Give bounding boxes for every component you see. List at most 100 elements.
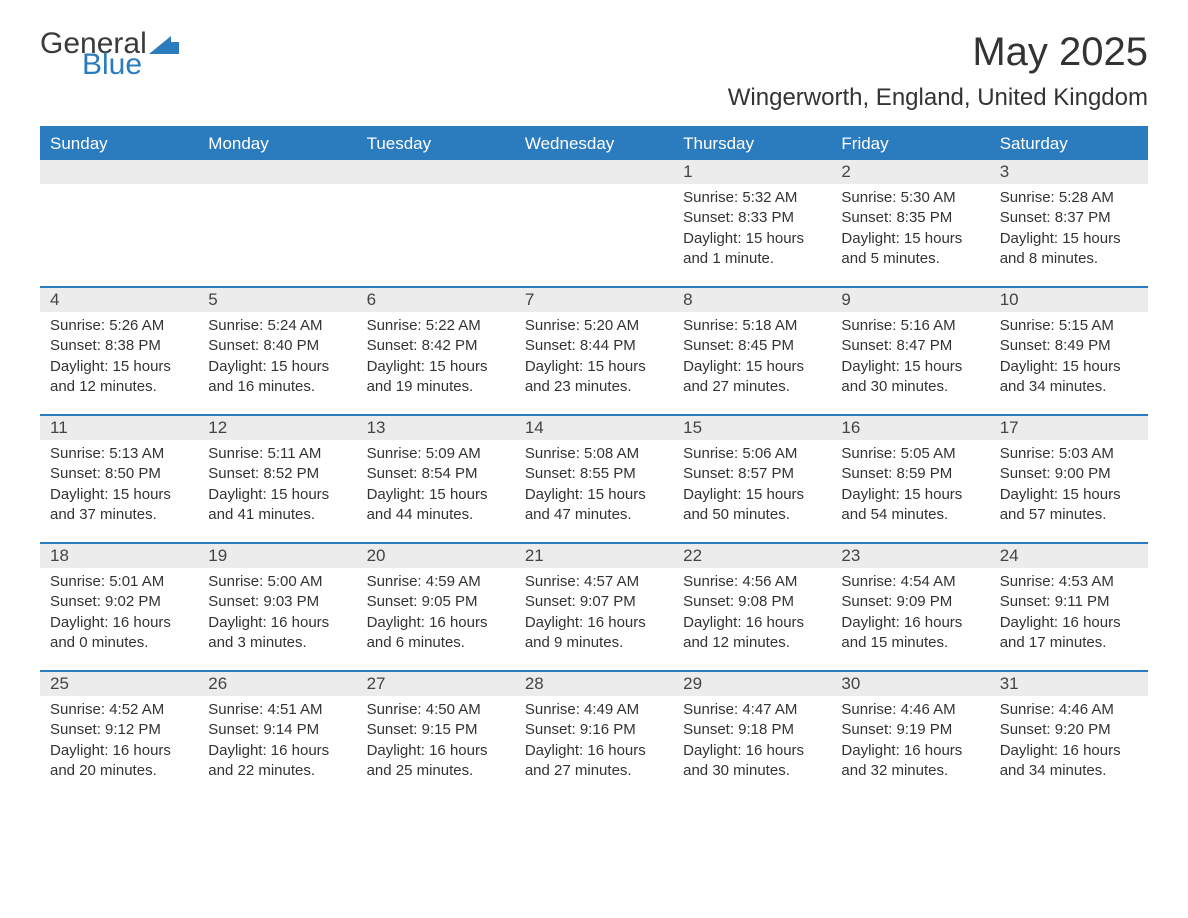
daylight-text: Daylight: 15 hours and 19 minutes. bbox=[367, 357, 505, 398]
day-details: Sunrise: 5:03 AMSunset: 9:00 PMDaylight:… bbox=[990, 440, 1148, 525]
day-number: 16 bbox=[831, 416, 989, 440]
daylight-text: Daylight: 15 hours and 27 minutes. bbox=[683, 357, 821, 398]
sunset-text: Sunset: 8:59 PM bbox=[841, 464, 979, 484]
daylight-text: Daylight: 16 hours and 20 minutes. bbox=[50, 741, 188, 782]
sunrise-text: Sunrise: 4:46 AM bbox=[1000, 700, 1138, 720]
calendar-cell: 14Sunrise: 5:08 AMSunset: 8:55 PMDayligh… bbox=[515, 416, 673, 542]
sunrise-text: Sunrise: 4:47 AM bbox=[683, 700, 821, 720]
day-details: Sunrise: 4:46 AMSunset: 9:19 PMDaylight:… bbox=[831, 696, 989, 781]
sunrise-text: Sunrise: 4:59 AM bbox=[367, 572, 505, 592]
sunrise-text: Sunrise: 5:15 AM bbox=[1000, 316, 1138, 336]
daylight-text: Daylight: 16 hours and 22 minutes. bbox=[208, 741, 346, 782]
sunrise-text: Sunrise: 5:26 AM bbox=[50, 316, 188, 336]
daylight-text: Daylight: 16 hours and 30 minutes. bbox=[683, 741, 821, 782]
calendar-cell: 19Sunrise: 5:00 AMSunset: 9:03 PMDayligh… bbox=[198, 544, 356, 670]
sunset-text: Sunset: 9:09 PM bbox=[841, 592, 979, 612]
sunrise-text: Sunrise: 5:05 AM bbox=[841, 444, 979, 464]
calendar-cell: 29 Sunrise: 4:47 AMSunset: 9:18 PMDayligh… bbox=[673, 672, 831, 798]
calendar-cell bbox=[198, 160, 356, 286]
calendar-cell: 3Sunrise: 5:28 AMSunset: 8:37 PMDaylight… bbox=[990, 160, 1148, 286]
daylight-text: Daylight: 15 hours and 8 minutes. bbox=[1000, 229, 1138, 270]
day-header: Wednesday bbox=[515, 128, 673, 160]
sunset-text: Sunset: 9:08 PM bbox=[683, 592, 821, 612]
sunset-text: Sunset: 8:55 PM bbox=[525, 464, 663, 484]
sunset-text: Sunset: 9:20 PM bbox=[1000, 720, 1138, 740]
sunset-text: Sunset: 9:00 PM bbox=[1000, 464, 1138, 484]
sunset-text: Sunset: 8:57 PM bbox=[683, 464, 821, 484]
calendar-cell: 24Sunrise: 4:53 AMSunset: 9:11 PMDayligh… bbox=[990, 544, 1148, 670]
daylight-text: Daylight: 16 hours and 27 minutes. bbox=[525, 741, 663, 782]
daylight-text: Daylight: 16 hours and 17 minutes. bbox=[1000, 613, 1138, 654]
logo-flag-icon bbox=[169, 42, 179, 54]
sunrise-text: Sunrise: 5:13 AM bbox=[50, 444, 188, 464]
daylight-text: Daylight: 16 hours and 0 minutes. bbox=[50, 613, 188, 654]
day-details: Sunrise: 4:53 AMSunset: 9:11 PMDaylight:… bbox=[990, 568, 1148, 653]
day-number: 4 bbox=[40, 288, 198, 312]
sunrise-text: Sunrise: 4:53 AM bbox=[1000, 572, 1138, 592]
calendar-cell: 8Sunrise: 5:18 AMSunset: 8:45 PMDaylight… bbox=[673, 288, 831, 414]
day-header: Sunday bbox=[40, 128, 198, 160]
day-details: Sunrise: 5:16 AMSunset: 8:47 PMDaylight:… bbox=[831, 312, 989, 397]
day-number: 30 bbox=[831, 672, 989, 696]
day-number: 1 bbox=[673, 160, 831, 184]
day-number bbox=[515, 160, 673, 184]
sunset-text: Sunset: 8:54 PM bbox=[367, 464, 505, 484]
day-number: 28 bbox=[515, 672, 673, 696]
calendar-cell: 5Sunrise: 5:24 AMSunset: 8:40 PMDaylight… bbox=[198, 288, 356, 414]
daylight-text: Daylight: 15 hours and 54 minutes. bbox=[841, 485, 979, 526]
calendar-week: 18Sunrise: 5:01 AMSunset: 9:02 PMDayligh… bbox=[40, 542, 1148, 670]
sunset-text: Sunset: 9:11 PM bbox=[1000, 592, 1138, 612]
day-number: 12 bbox=[198, 416, 356, 440]
sunrise-text: Sunrise: 5:08 AM bbox=[525, 444, 663, 464]
sunrise-text: Sunrise: 4:51 AM bbox=[208, 700, 346, 720]
day-number: 29 bbox=[673, 672, 831, 696]
day-details: Sunrise: 5:28 AMSunset: 8:37 PMDaylight:… bbox=[990, 184, 1148, 269]
day-details: Sunrise: 4:50 AMSunset: 9:15 PMDaylight:… bbox=[357, 696, 515, 781]
day-details: Sunrise: 5:15 AMSunset: 8:49 PMDaylight:… bbox=[990, 312, 1148, 397]
sunrise-text: Sunrise: 5:20 AM bbox=[525, 316, 663, 336]
daylight-text: Daylight: 16 hours and 9 minutes. bbox=[525, 613, 663, 654]
day-header: Monday bbox=[198, 128, 356, 160]
sunset-text: Sunset: 9:16 PM bbox=[525, 720, 663, 740]
day-number: 13 bbox=[357, 416, 515, 440]
sunrise-text: Sunrise: 4:50 AM bbox=[367, 700, 505, 720]
day-details: Sunrise: 4:51 AMSunset: 9:14 PMDaylight:… bbox=[198, 696, 356, 781]
day-number bbox=[198, 160, 356, 184]
day-number bbox=[40, 160, 198, 184]
day-number: 14 bbox=[515, 416, 673, 440]
day-number: 8 bbox=[673, 288, 831, 312]
day-number: 9 bbox=[831, 288, 989, 312]
logo: General Blue bbox=[40, 30, 179, 78]
sunrise-text: Sunrise: 5:03 AM bbox=[1000, 444, 1138, 464]
daylight-text: Daylight: 15 hours and 41 minutes. bbox=[208, 485, 346, 526]
day-number: 26 bbox=[198, 672, 356, 696]
day-details: Sunrise: 5:26 AMSunset: 8:38 PMDaylight:… bbox=[40, 312, 198, 397]
sunset-text: Sunset: 8:37 PM bbox=[1000, 208, 1138, 228]
sunset-text: Sunset: 9:18 PM bbox=[683, 720, 821, 740]
day-details: Sunrise: 5:00 AMSunset: 9:03 PMDaylight:… bbox=[198, 568, 356, 653]
day-details: Sunrise: 4:46 AMSunset: 9:20 PMDaylight:… bbox=[990, 696, 1148, 781]
sunrise-text: Sunrise: 4:56 AM bbox=[683, 572, 821, 592]
sunrise-text: Sunrise: 5:16 AM bbox=[841, 316, 979, 336]
day-number: 22 bbox=[673, 544, 831, 568]
day-number: 23 bbox=[831, 544, 989, 568]
daylight-text: Daylight: 15 hours and 34 minutes. bbox=[1000, 357, 1138, 398]
day-number: 24 bbox=[990, 544, 1148, 568]
sunrise-text: Sunrise: 4:57 AM bbox=[525, 572, 663, 592]
calendar-cell: 7Sunrise: 5:20 AMSunset: 8:44 PMDaylight… bbox=[515, 288, 673, 414]
day-number: 2 bbox=[831, 160, 989, 184]
sunset-text: Sunset: 9:15 PM bbox=[367, 720, 505, 740]
location-subtitle: Wingerworth, England, United Kingdom bbox=[40, 84, 1148, 112]
sunset-text: Sunset: 8:42 PM bbox=[367, 336, 505, 356]
sunset-text: Sunset: 9:03 PM bbox=[208, 592, 346, 612]
calendar-cell: 15Sunrise: 5:06 AMSunset: 8:57 PMDayligh… bbox=[673, 416, 831, 542]
sunrise-text: Sunrise: 4:52 AM bbox=[50, 700, 188, 720]
daylight-text: Daylight: 15 hours and 1 minute. bbox=[683, 229, 821, 270]
daylight-text: Daylight: 16 hours and 15 minutes. bbox=[841, 613, 979, 654]
sunrise-text: Sunrise: 5:32 AM bbox=[683, 188, 821, 208]
day-details: Sunrise: 5:30 AMSunset: 8:35 PMDaylight:… bbox=[831, 184, 989, 269]
calendar-cell: 28Sunrise: 4:49 AMSunset: 9:16 PMDayligh… bbox=[515, 672, 673, 798]
day-number: 25 bbox=[40, 672, 198, 696]
calendar-cell bbox=[515, 160, 673, 286]
calendar-cell: 23Sunrise: 4:54 AMSunset: 9:09 PMDayligh… bbox=[831, 544, 989, 670]
